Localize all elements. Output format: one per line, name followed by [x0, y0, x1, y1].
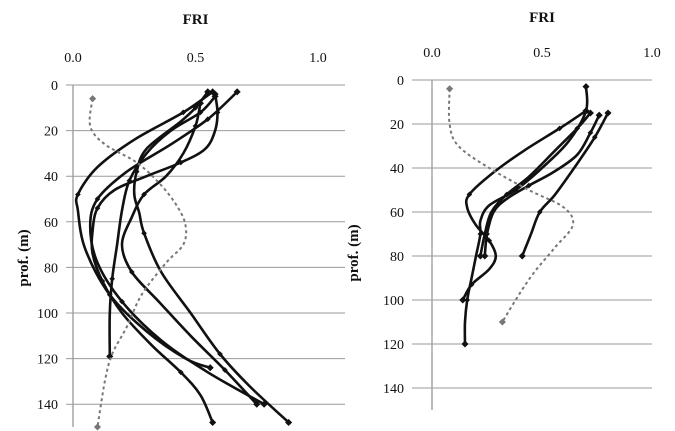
data-point-marker	[466, 191, 473, 198]
data-point-marker	[206, 364, 214, 372]
solid-profile-line	[479, 111, 592, 258]
y-axis-title: prof. (m)	[346, 224, 362, 281]
data-point-marker	[192, 123, 199, 129]
data-point-marker	[525, 182, 532, 189]
series-group	[446, 83, 612, 348]
data-point-marker	[591, 134, 598, 141]
data-point-marker	[518, 252, 526, 260]
x-axis-title: FRI	[183, 12, 209, 28]
y-tick-label: 120	[383, 338, 404, 353]
y-tick-label: 0	[51, 79, 58, 94]
data-point-marker	[595, 111, 603, 119]
solid-profile-line	[88, 90, 266, 406]
data-point-marker	[177, 159, 184, 166]
left-chart: FRI 0.0 0.5 1.0 0 20 40 60 80 100 120 140 prof. (m)	[16, 12, 345, 431]
solid-profile-line	[90, 92, 219, 424]
data-point-marker	[128, 269, 135, 275]
y-tick-label: 20	[44, 125, 58, 140]
x-tick-label: 1.0	[309, 51, 327, 66]
y-tick-label: 100	[383, 294, 404, 309]
x-tick-label: 0.5	[187, 51, 205, 66]
data-point-marker	[459, 296, 467, 304]
data-point-marker	[177, 369, 184, 376]
data-point-marker	[222, 367, 228, 373]
data-point-marker	[209, 418, 217, 426]
solid-profile-line	[463, 85, 589, 346]
x-tick-label: 0.0	[64, 51, 82, 66]
data-point-marker	[587, 129, 594, 136]
data-point-marker	[484, 231, 490, 237]
x-tick-label: 1.0	[643, 46, 661, 61]
data-point-marker	[93, 423, 102, 431]
data-point-marker	[211, 90, 219, 98]
x-tick-label: 0.0	[423, 46, 441, 61]
solid-profile-line	[120, 101, 259, 406]
data-point-marker	[94, 196, 101, 202]
y-axis-title: prof. (m)	[16, 229, 32, 286]
data-point-marker	[253, 400, 261, 408]
data-point-marker	[604, 109, 612, 117]
y-tick-label: 140	[37, 398, 58, 413]
x-axis-title: FRI	[529, 10, 555, 26]
data-point-marker	[141, 191, 147, 198]
data-point-marker	[461, 340, 469, 348]
data-point-marker	[94, 205, 101, 211]
y-tick-label: 120	[37, 353, 58, 368]
dashed-profile-line	[447, 88, 575, 323]
data-point-marker	[582, 83, 590, 91]
data-point-marker	[476, 252, 484, 260]
data-point-marker	[141, 230, 147, 237]
x-tick-label: 0.5	[533, 46, 551, 61]
data-point-marker	[196, 99, 204, 107]
data-point-marker	[446, 85, 454, 93]
solid-profile-line	[483, 113, 601, 258]
y-tick-label: 60	[390, 206, 404, 221]
data-point-marker	[214, 109, 221, 116]
data-point-marker	[109, 275, 116, 282]
solid-profile-line	[461, 109, 588, 302]
series-group	[74, 88, 293, 431]
solid-profile-line	[74, 90, 214, 369]
data-point-marker	[503, 191, 510, 198]
data-point-marker	[260, 400, 268, 408]
right-chart: FRI 0.0 0.5 1.0 0 20 40 60 80 100 120 140 prof. (m)	[346, 10, 661, 410]
data-point-marker	[180, 109, 187, 116]
data-point-marker	[233, 88, 241, 96]
data-point-marker	[75, 191, 81, 198]
solid-profile-line	[520, 111, 610, 258]
y-tick-label: 60	[44, 216, 58, 231]
data-point-marker	[586, 109, 594, 117]
y-tick-label: 20	[390, 118, 404, 133]
y-tick-label: 40	[44, 170, 58, 185]
data-point-marker	[498, 318, 506, 326]
data-point-marker	[481, 252, 489, 260]
data-point-marker	[468, 281, 475, 288]
data-point-marker	[464, 297, 471, 303]
data-point-marker	[204, 116, 211, 123]
y-tick-label: 80	[44, 261, 58, 276]
y-tick-label: 40	[390, 162, 404, 177]
y-tick-label: 100	[37, 307, 58, 322]
y-tick-label: 140	[383, 382, 404, 397]
dashed-profile-line	[88, 98, 188, 428]
data-point-marker	[119, 298, 125, 305]
data-point-marker	[99, 278, 106, 284]
y-tick-label: 0	[397, 74, 404, 89]
data-point-marker	[217, 351, 223, 357]
data-point-marker	[486, 237, 493, 244]
y-tick-label: 80	[390, 250, 404, 265]
data-point-marker	[89, 95, 97, 103]
data-point-marker	[285, 418, 293, 426]
data-point-marker	[536, 209, 543, 215]
